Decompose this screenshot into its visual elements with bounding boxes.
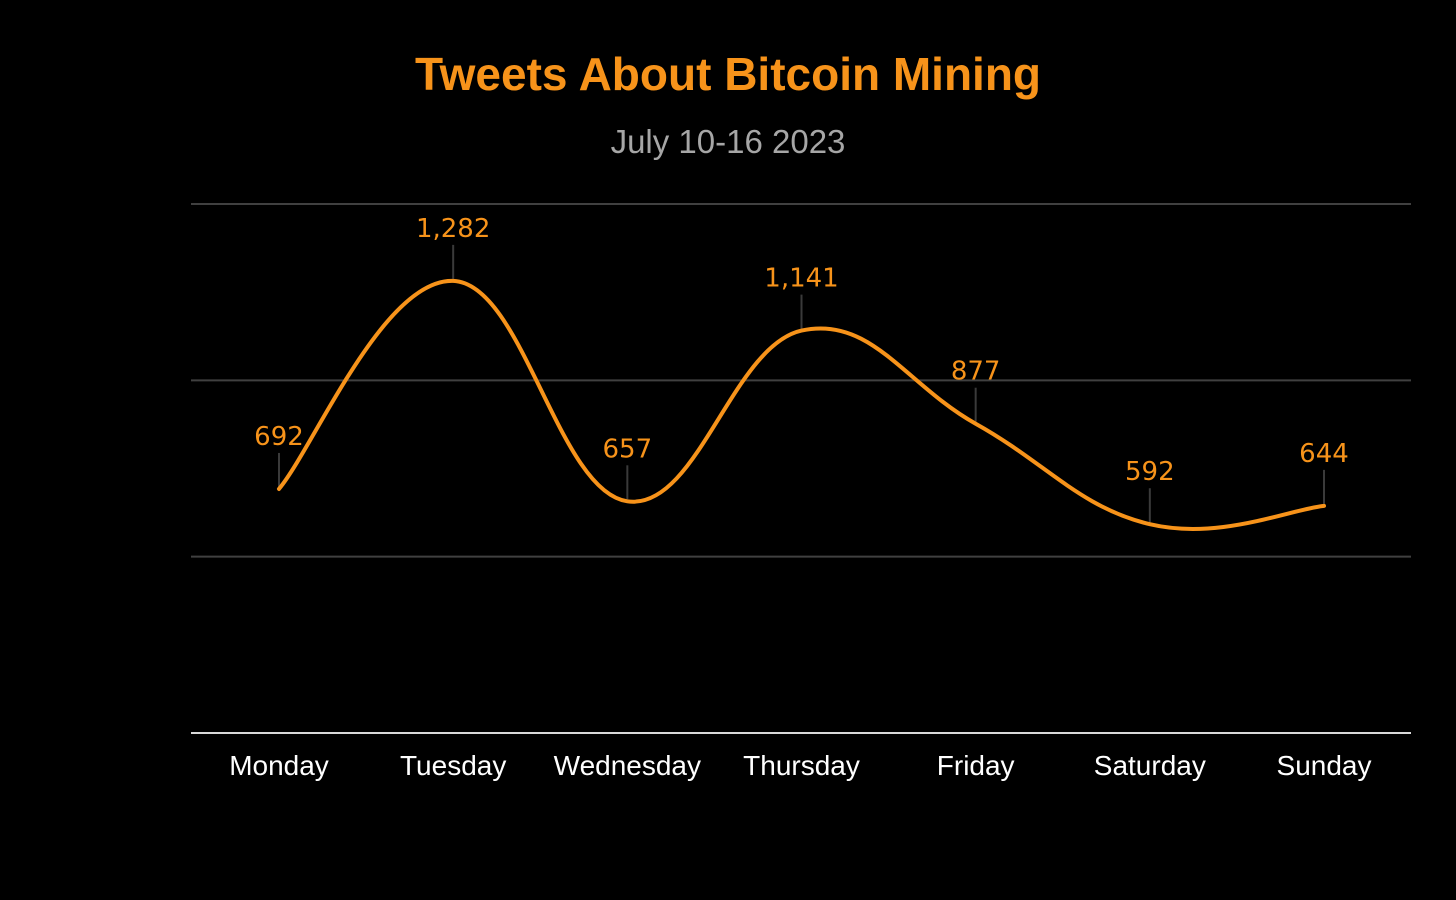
data-label-sunday: 644 xyxy=(1299,439,1349,469)
x-tick-label-thursday: Thursday xyxy=(743,750,860,781)
gridlines xyxy=(191,203,1411,558)
data-label-saturday: 592 xyxy=(1125,457,1175,487)
x-tick-label-friday: Friday xyxy=(937,750,1015,781)
data-label-thursday: 1,141 xyxy=(764,264,838,294)
series-line xyxy=(277,278,1326,531)
x-tick-label-monday: Monday xyxy=(229,750,329,781)
data-label-friday: 877 xyxy=(951,357,1001,387)
chart-subtitle: July 10-16 2023 xyxy=(610,123,846,160)
x-tick-label-sunday: Sunday xyxy=(1277,750,1372,781)
leader-lines xyxy=(278,244,1325,523)
data-label-monday: 692 xyxy=(254,422,304,452)
x-tick-label-saturday: Saturday xyxy=(1094,750,1206,781)
x-tick-labels: Monday Tuesday Wednesday Thursday Friday Satu… xyxy=(229,750,1371,781)
chart-title: Tweets About Bitcoin Mining xyxy=(414,48,1042,100)
data-label-tuesday: 1,282 xyxy=(416,214,490,244)
x-tick-label-tuesday: Tuesday xyxy=(400,750,506,781)
x-tick-label-wednesday: Wednesday xyxy=(554,750,701,781)
data-label-wednesday: 657 xyxy=(603,434,653,464)
data-labels: 692 1,282 657 1,141 877 592 644 xyxy=(254,214,1349,487)
